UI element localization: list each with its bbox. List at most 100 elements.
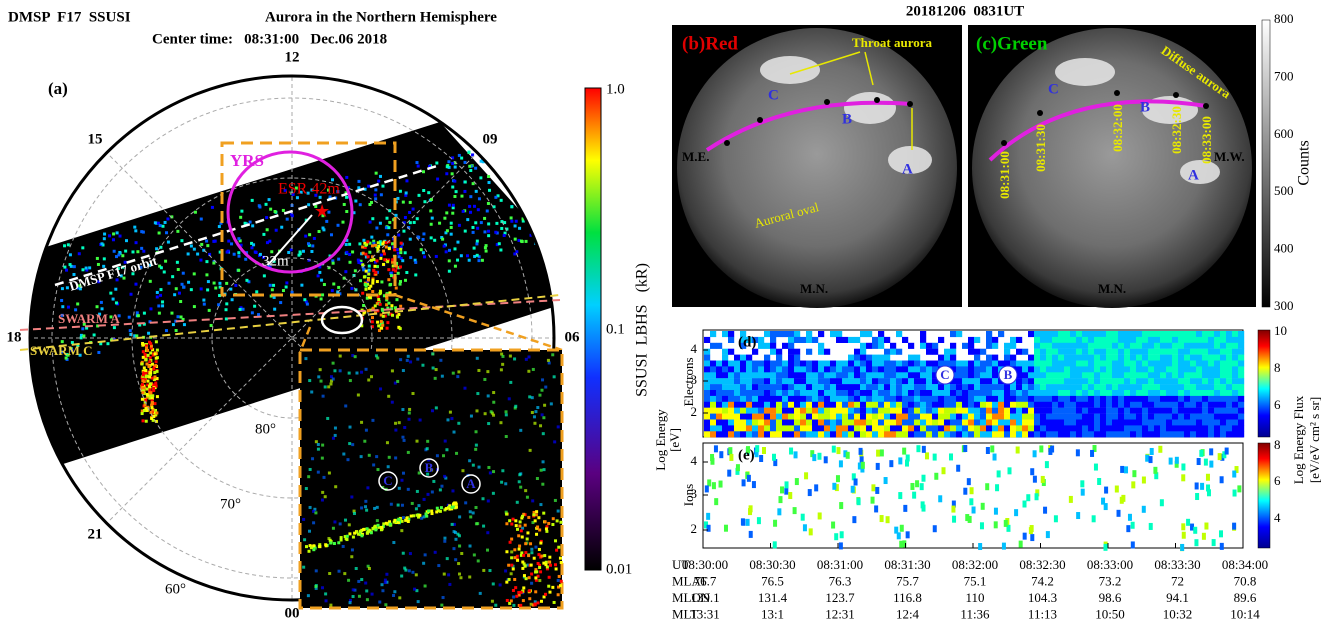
flux-cell — [1172, 425, 1179, 432]
pixel — [308, 379, 312, 383]
flux-cell — [836, 331, 843, 338]
flux-cell — [812, 372, 819, 379]
pixel — [161, 304, 165, 308]
pixel — [538, 393, 542, 397]
flux-cell — [938, 495, 943, 503]
flux-cell — [932, 378, 939, 385]
flux-cell — [968, 431, 975, 438]
flux-cell — [932, 384, 939, 391]
flux-cell — [1118, 413, 1125, 420]
flux-cell — [1039, 445, 1044, 453]
flux-cell — [968, 336, 975, 343]
pixel — [252, 243, 256, 247]
pixel — [170, 215, 174, 219]
pixel — [443, 536, 447, 540]
pixel — [516, 172, 520, 176]
pixel — [112, 249, 116, 253]
flux-cell — [921, 474, 926, 482]
flux-cell — [986, 390, 993, 397]
pixel — [401, 200, 405, 204]
pixel — [559, 579, 563, 583]
flux-cell — [758, 419, 765, 426]
flux-cell — [806, 419, 813, 426]
flux-cell — [1178, 331, 1185, 338]
flux-cell — [853, 478, 858, 486]
pixel — [300, 283, 304, 287]
flux-cell — [1196, 407, 1203, 414]
pixel — [481, 160, 485, 164]
pixel — [154, 381, 158, 385]
pixel — [109, 291, 113, 295]
flux-cell — [1214, 390, 1221, 397]
flux-cell — [872, 342, 879, 349]
flux-cell — [992, 372, 999, 379]
flux-cell — [902, 372, 909, 379]
flux-cell — [974, 431, 981, 438]
pixel — [144, 371, 148, 375]
pixel — [268, 283, 272, 287]
time-label: 08:31:30 — [1033, 124, 1048, 172]
pixel — [521, 514, 525, 518]
pixel — [454, 505, 458, 509]
flux-cell — [1214, 378, 1221, 385]
flux-cell — [920, 331, 927, 338]
pixel — [362, 527, 366, 531]
pixel — [367, 278, 371, 282]
pixel — [314, 586, 318, 590]
pixel — [416, 357, 420, 361]
pixel — [542, 561, 546, 565]
flux-cell — [854, 348, 861, 355]
flux-cell — [842, 431, 849, 438]
flux-cell — [1130, 431, 1137, 438]
pixel — [474, 189, 478, 193]
flux-cell — [1022, 500, 1027, 508]
point — [907, 101, 913, 107]
pixel — [534, 578, 538, 582]
pixel — [379, 242, 383, 246]
row-label: MLON — [672, 590, 711, 605]
flux-cell — [1016, 378, 1023, 385]
pixel — [520, 551, 524, 555]
pixel — [360, 324, 364, 328]
flux-cell — [740, 384, 747, 391]
flux-cell — [800, 401, 807, 408]
flux-cell — [1190, 331, 1197, 338]
pixel — [218, 294, 222, 298]
pixel — [146, 379, 150, 383]
flux-cell — [902, 378, 909, 385]
flux-cell — [1232, 419, 1239, 426]
flux-cell — [1082, 425, 1089, 432]
pixel — [176, 315, 180, 319]
pixel — [443, 474, 447, 478]
flux-cell — [1016, 407, 1023, 414]
pixel — [308, 467, 312, 471]
colorbar — [1257, 329, 1271, 438]
flux-cell — [920, 431, 927, 438]
pixel — [512, 603, 516, 607]
flux-cell — [1034, 407, 1041, 414]
flux-cell — [1226, 401, 1233, 408]
pixel — [398, 265, 402, 269]
pixel — [358, 529, 362, 533]
flux-cell — [764, 342, 771, 349]
flux-cell — [734, 419, 741, 426]
pixel — [385, 580, 389, 584]
pixel — [389, 271, 393, 275]
flux-cell — [1106, 348, 1113, 355]
flux-cell — [951, 505, 956, 513]
inset-label: B — [425, 460, 434, 475]
pixel — [369, 284, 373, 288]
flux-cell — [1046, 401, 1053, 408]
flux-cell — [834, 484, 839, 492]
flux-cell — [1092, 445, 1097, 453]
pixel — [358, 203, 362, 207]
pixel — [539, 541, 543, 545]
flux-cell — [992, 395, 999, 402]
flux-cell — [938, 384, 945, 391]
pixel — [530, 156, 534, 160]
pixel — [344, 518, 348, 522]
flux-cell — [1160, 384, 1167, 391]
pixel — [469, 414, 473, 418]
flux-cell — [752, 390, 759, 397]
pixel — [142, 249, 146, 253]
